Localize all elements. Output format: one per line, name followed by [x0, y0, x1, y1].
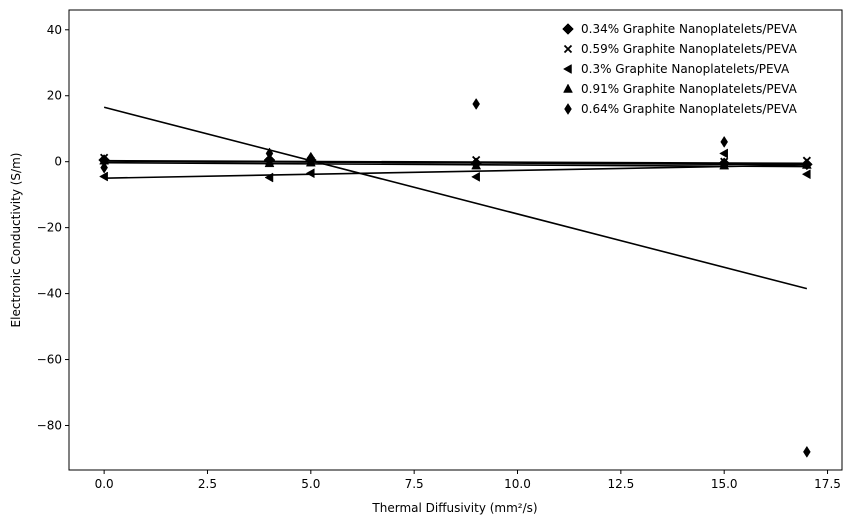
data-points	[98, 98, 813, 458]
point-series-2-4	[472, 155, 481, 165]
x-tick-label: 12.5	[607, 477, 634, 491]
legend-label-series-4: 0.91% Graphite Nanoplatelets/PEVA	[581, 82, 798, 96]
point-series-5-4	[472, 98, 480, 110]
legend-marker-series-1	[562, 23, 574, 35]
fit-line-series-3	[104, 164, 807, 179]
point-series-3-1	[99, 171, 108, 182]
x-tick-label: 10.0	[504, 477, 531, 491]
point-series-4-5	[719, 160, 730, 170]
legend-label-series-1: 0.34% Graphite Nanoplatelets/PEVA	[581, 22, 798, 36]
x-axis: 0.0 2.5 5.0 7.5 10.0 12.5 15.0 17.5	[95, 470, 841, 491]
fit-lines	[103, 106, 808, 290]
legend-marker-series-2	[563, 44, 573, 54]
point-series-5-2	[265, 147, 274, 160]
x-tick-label: 15.0	[711, 477, 738, 491]
point-series-5-5	[720, 135, 728, 148]
x-tick-label: 7.5	[405, 477, 424, 491]
fit-line-series-5	[103, 106, 808, 290]
point-series-5-1	[100, 161, 108, 174]
point-series-4-4	[471, 160, 482, 170]
legend-marker-series-5	[564, 103, 572, 115]
y-tick-label: 0	[54, 155, 62, 169]
point-series-3-5	[719, 148, 728, 159]
fit-line-series-4	[104, 161, 807, 168]
y-tick-label: −40	[37, 287, 62, 301]
legend-label-series-5: 0.64% Graphite Nanoplatelets/PEVA	[581, 102, 798, 116]
y-axis-title: Electronic Conductivity (S/m)	[9, 153, 23, 328]
y-tick-label: 20	[47, 89, 62, 103]
point-series-3-2	[264, 172, 274, 183]
y-tick-label: −20	[37, 221, 62, 235]
legend-marker-series-4	[563, 83, 573, 93]
point-series-4-6	[801, 159, 812, 169]
legend-label-series-2: 0.59% Graphite Nanoplatelets/PEVA	[581, 42, 798, 56]
y-tick-label: 40	[47, 23, 62, 37]
fit-line-series-2	[104, 159, 807, 165]
x-tick-label: 2.5	[198, 477, 217, 491]
legend-marker-series-3	[562, 64, 572, 74]
legend: 0.34% Graphite Nanoplatelets/PEVA 0.59% G…	[562, 22, 798, 116]
point-series-3-6	[801, 169, 811, 180]
point-series-5-3	[307, 151, 315, 164]
point-series-3-3	[305, 168, 315, 179]
x-tick-label: 0.0	[95, 477, 114, 491]
x-tick-label: 17.5	[814, 477, 841, 491]
y-tick-label: −60	[37, 353, 62, 367]
y-axis: −80 −60 −40 −20 0 20 40	[37, 23, 69, 432]
point-series-4-2	[264, 157, 275, 168]
x-tick-label: 5.0	[301, 477, 320, 491]
x-axis-title: Thermal Diffusivity (mm²/s)	[371, 501, 537, 515]
plot-frame	[68, 9, 843, 471]
y-tick-label: −80	[37, 418, 62, 432]
point-series-5-6	[803, 445, 811, 458]
legend-label-series-3: 0.3% Graphite Nanoplatelets/PEVA	[581, 62, 790, 76]
point-series-3-4	[471, 171, 480, 182]
